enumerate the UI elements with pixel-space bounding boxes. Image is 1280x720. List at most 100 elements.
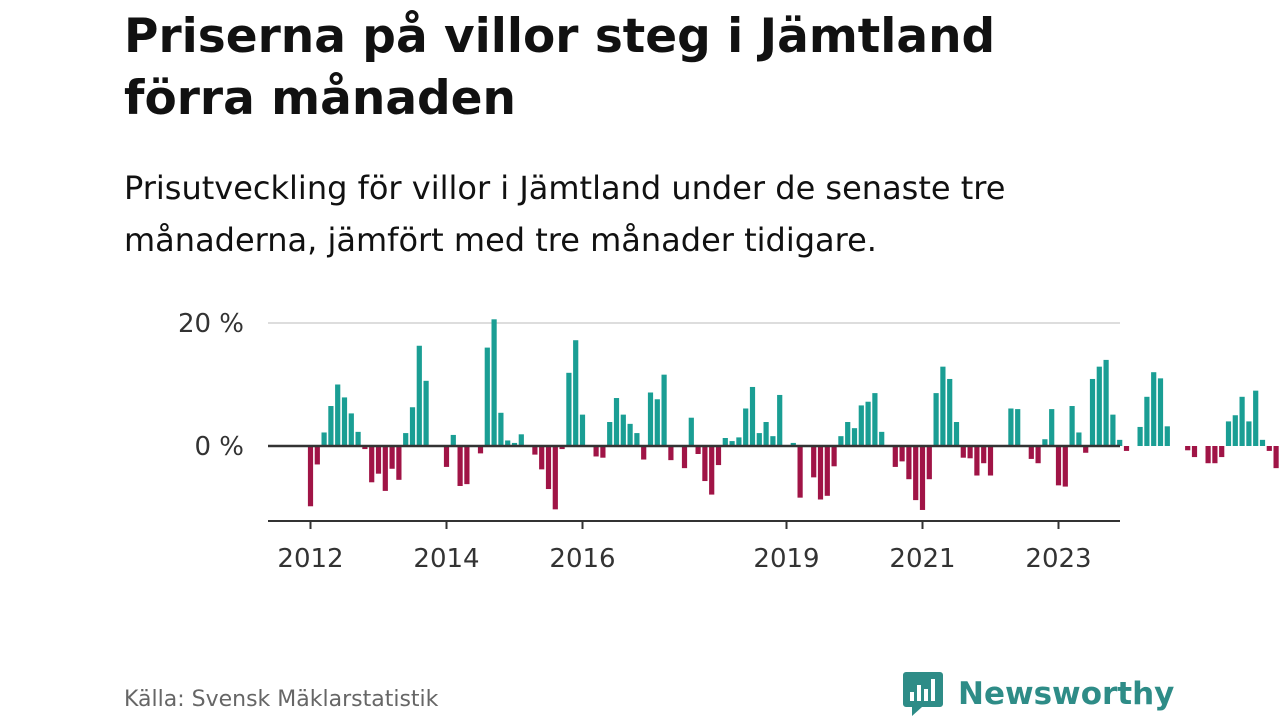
bar <box>518 434 524 446</box>
bar <box>763 422 769 446</box>
bar <box>647 392 654 446</box>
bar <box>865 401 871 446</box>
bar <box>1137 426 1143 447</box>
bar <box>872 393 878 446</box>
bar-layer <box>307 319 1279 510</box>
bar <box>389 446 395 469</box>
bar <box>838 436 844 446</box>
bar <box>797 446 803 498</box>
bar <box>307 446 314 507</box>
bar <box>403 433 409 446</box>
bar <box>484 347 490 446</box>
bar <box>335 384 341 446</box>
bar <box>457 446 463 486</box>
bar <box>790 442 796 447</box>
bar <box>1266 446 1272 451</box>
bar <box>1219 446 1225 458</box>
bar <box>899 446 905 462</box>
x-tick-label: 2016 <box>549 544 615 574</box>
bar <box>987 446 994 476</box>
bar <box>858 405 864 446</box>
bar <box>1015 409 1021 446</box>
bar <box>661 374 667 446</box>
bar <box>715 446 722 466</box>
bar <box>1191 446 1198 458</box>
chart-title: Priserna på villor steg i Jämtland förra… <box>124 9 996 126</box>
bar <box>1232 415 1238 446</box>
bar <box>654 399 660 446</box>
bar <box>1089 378 1096 446</box>
x-tick-label: 2014 <box>413 544 479 574</box>
bar <box>1049 409 1055 446</box>
bar <box>341 397 348 446</box>
x-tick-label: 2012 <box>277 544 343 574</box>
bar <box>443 446 450 467</box>
bar <box>1069 406 1075 446</box>
bar <box>545 446 552 490</box>
bar <box>695 446 701 454</box>
bar <box>328 406 334 446</box>
bar <box>423 380 429 446</box>
bar <box>491 319 497 446</box>
bar <box>919 446 926 510</box>
bar <box>539 446 545 470</box>
bar <box>579 414 586 446</box>
bar <box>1144 396 1150 446</box>
bar <box>668 446 674 461</box>
label-layer: 0 %20 %2012201420162019202120236 % <box>178 309 1092 574</box>
bar <box>566 372 572 446</box>
bar <box>1117 439 1123 446</box>
chart-subtitle: Prisutveckling för villor i Jämtland und… <box>124 169 1006 259</box>
bar <box>729 441 735 446</box>
bar <box>498 412 504 446</box>
bar <box>681 446 688 469</box>
bar <box>1239 396 1245 446</box>
bar <box>321 432 327 446</box>
bar <box>831 446 837 467</box>
bar <box>1110 414 1116 446</box>
x-tick-label: 2019 <box>753 544 819 574</box>
bar <box>947 378 953 446</box>
bar <box>1273 446 1279 469</box>
bar <box>953 422 960 446</box>
bar <box>1008 408 1014 447</box>
bar <box>1259 439 1266 446</box>
bar <box>641 446 647 460</box>
bar <box>736 437 742 446</box>
bar <box>1157 378 1164 446</box>
bar <box>1212 446 1218 464</box>
newsworthy-icon <box>903 672 943 716</box>
bar <box>1103 359 1109 446</box>
bar <box>1185 446 1191 451</box>
y-tick-label: 0 % <box>194 432 244 462</box>
bar <box>845 422 851 446</box>
bar <box>1096 366 1102 446</box>
bar <box>709 446 715 495</box>
bar <box>974 446 980 476</box>
x-tick-label: 2023 <box>1025 544 1091 574</box>
bar <box>1035 446 1041 464</box>
bar <box>600 446 606 458</box>
bar <box>1076 432 1082 446</box>
bar <box>851 428 858 447</box>
bar <box>1225 421 1232 446</box>
bar <box>362 446 368 450</box>
bar <box>505 440 511 446</box>
bar <box>940 366 946 446</box>
y-tick-label: 20 % <box>178 309 244 339</box>
newsworthy-logo[interactable]: Newsworthy <box>902 670 1174 718</box>
bar <box>348 413 354 446</box>
bar <box>1164 426 1170 446</box>
bar <box>464 446 470 485</box>
bar <box>416 345 422 446</box>
bar <box>811 446 817 478</box>
bar <box>777 394 783 446</box>
bar <box>382 446 388 491</box>
bar <box>879 431 885 446</box>
bar <box>1028 446 1034 459</box>
bar <box>613 398 620 446</box>
bar <box>552 446 558 510</box>
bar <box>702 446 708 482</box>
bar <box>892 446 898 467</box>
bar <box>1123 446 1130 451</box>
